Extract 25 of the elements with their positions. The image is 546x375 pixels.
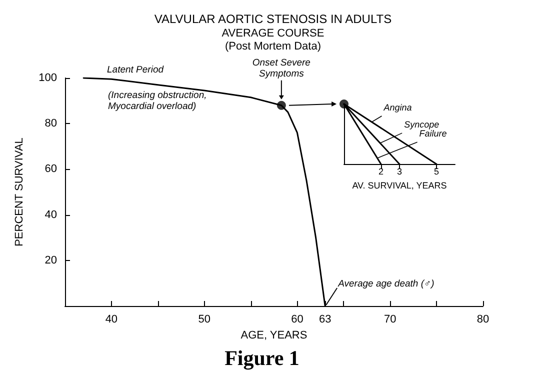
x-tick-label: 5 (434, 166, 440, 177)
y-tick-label: 80 (44, 118, 57, 130)
text: Syncope (404, 120, 440, 130)
x-tick-label: 50 (198, 314, 210, 326)
annotation: Average age death (♂) (337, 278, 434, 290)
x-axis-title: AGE, YEARS (240, 330, 308, 342)
y-tick-label: 100 (38, 72, 57, 84)
x-tick-label: 60 (291, 314, 304, 326)
series-label: Angina (382, 102, 412, 113)
chart-title: VALVULAR AORTIC STENOSIS IN ADULTS (154, 12, 392, 26)
y-axis-title: PERCENT SURVIVAL (14, 138, 26, 246)
annotation: Onset Severe Symptoms (252, 57, 310, 80)
x-tick-label: 63 (318, 314, 332, 326)
caption: Figure 1 (224, 346, 300, 370)
text: Failure (419, 128, 447, 139)
chart-subtitle: AVERAGE COURSE (Post Mortem Data) (222, 28, 324, 52)
y-tick-label: 40 (44, 208, 57, 221)
x-axis-title: AV. SURVIVAL, YEARS (352, 180, 447, 190)
x-tick-label: 70 (384, 314, 396, 326)
y-tick-label: 20 (44, 254, 57, 266)
annotation: (Increasing obstruction, Myocardial overload) (108, 90, 207, 112)
x-tick-label: 40 (105, 314, 118, 326)
x-tick-label: 3 (396, 166, 402, 177)
x-tick-label: 80 (476, 314, 490, 326)
text: Latent Period (107, 64, 164, 76)
